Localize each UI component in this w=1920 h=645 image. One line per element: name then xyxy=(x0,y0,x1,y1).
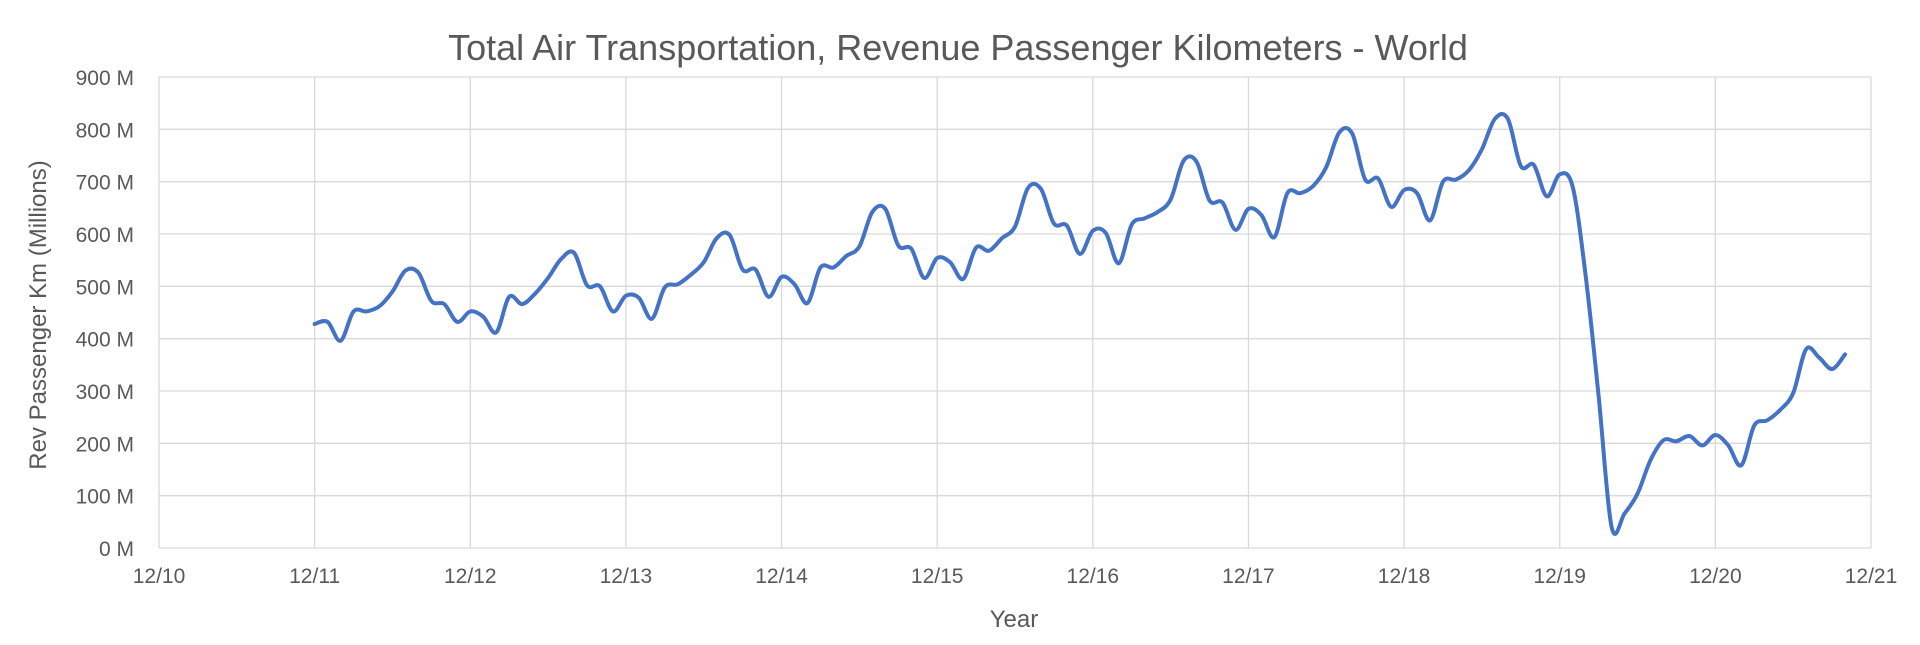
y-tick-label: 400 M xyxy=(76,329,134,352)
x-tick-label: 12/21 xyxy=(1845,565,1898,588)
y-tick-label: 300 M xyxy=(76,381,134,404)
y-tick-label: 700 M xyxy=(76,172,134,195)
y-axis-title: Rev Passenger Km (Millions) xyxy=(25,160,52,469)
y-tick-label: 200 M xyxy=(76,433,134,456)
y-tick-label: 900 M xyxy=(76,67,134,90)
x-tick-label: 12/13 xyxy=(600,565,653,588)
x-tick-label: 12/12 xyxy=(444,565,497,588)
y-axis-ticks: 0 M 100 M 200 M 300 M 400 M 500 M 600 M 700 M 80… xyxy=(76,67,134,561)
y-tick-label: 0 M xyxy=(99,538,134,561)
grid-lines xyxy=(158,76,1872,549)
y-tick-label: 800 M xyxy=(76,119,134,142)
y-tick-label: 500 M xyxy=(76,276,134,299)
x-axis-title: Year xyxy=(990,606,1039,633)
x-tick-label: 12/14 xyxy=(755,565,808,588)
x-tick-label: 12/15 xyxy=(911,565,964,588)
x-tick-label: 12/16 xyxy=(1067,565,1120,588)
x-tick-label: 12/18 xyxy=(1378,565,1431,588)
series-line xyxy=(312,112,1848,536)
series-layer xyxy=(312,112,1848,536)
x-tick-label: 12/17 xyxy=(1222,565,1275,588)
x-tick-label: 12/20 xyxy=(1689,565,1742,588)
chart-title: Total Air Transportation, Revenue Passen… xyxy=(448,27,1468,68)
x-axis-ticks: 12/10 12/11 12/12 12/13 12/14 12/15 12/16 12/17… xyxy=(133,565,1898,588)
x-tick-label: 12/10 xyxy=(133,565,186,588)
x-tick-label: 12/11 xyxy=(289,565,340,588)
y-tick-label: 600 M xyxy=(76,224,134,247)
x-tick-label: 12/19 xyxy=(1533,565,1586,588)
y-tick-label: 100 M xyxy=(76,486,134,509)
